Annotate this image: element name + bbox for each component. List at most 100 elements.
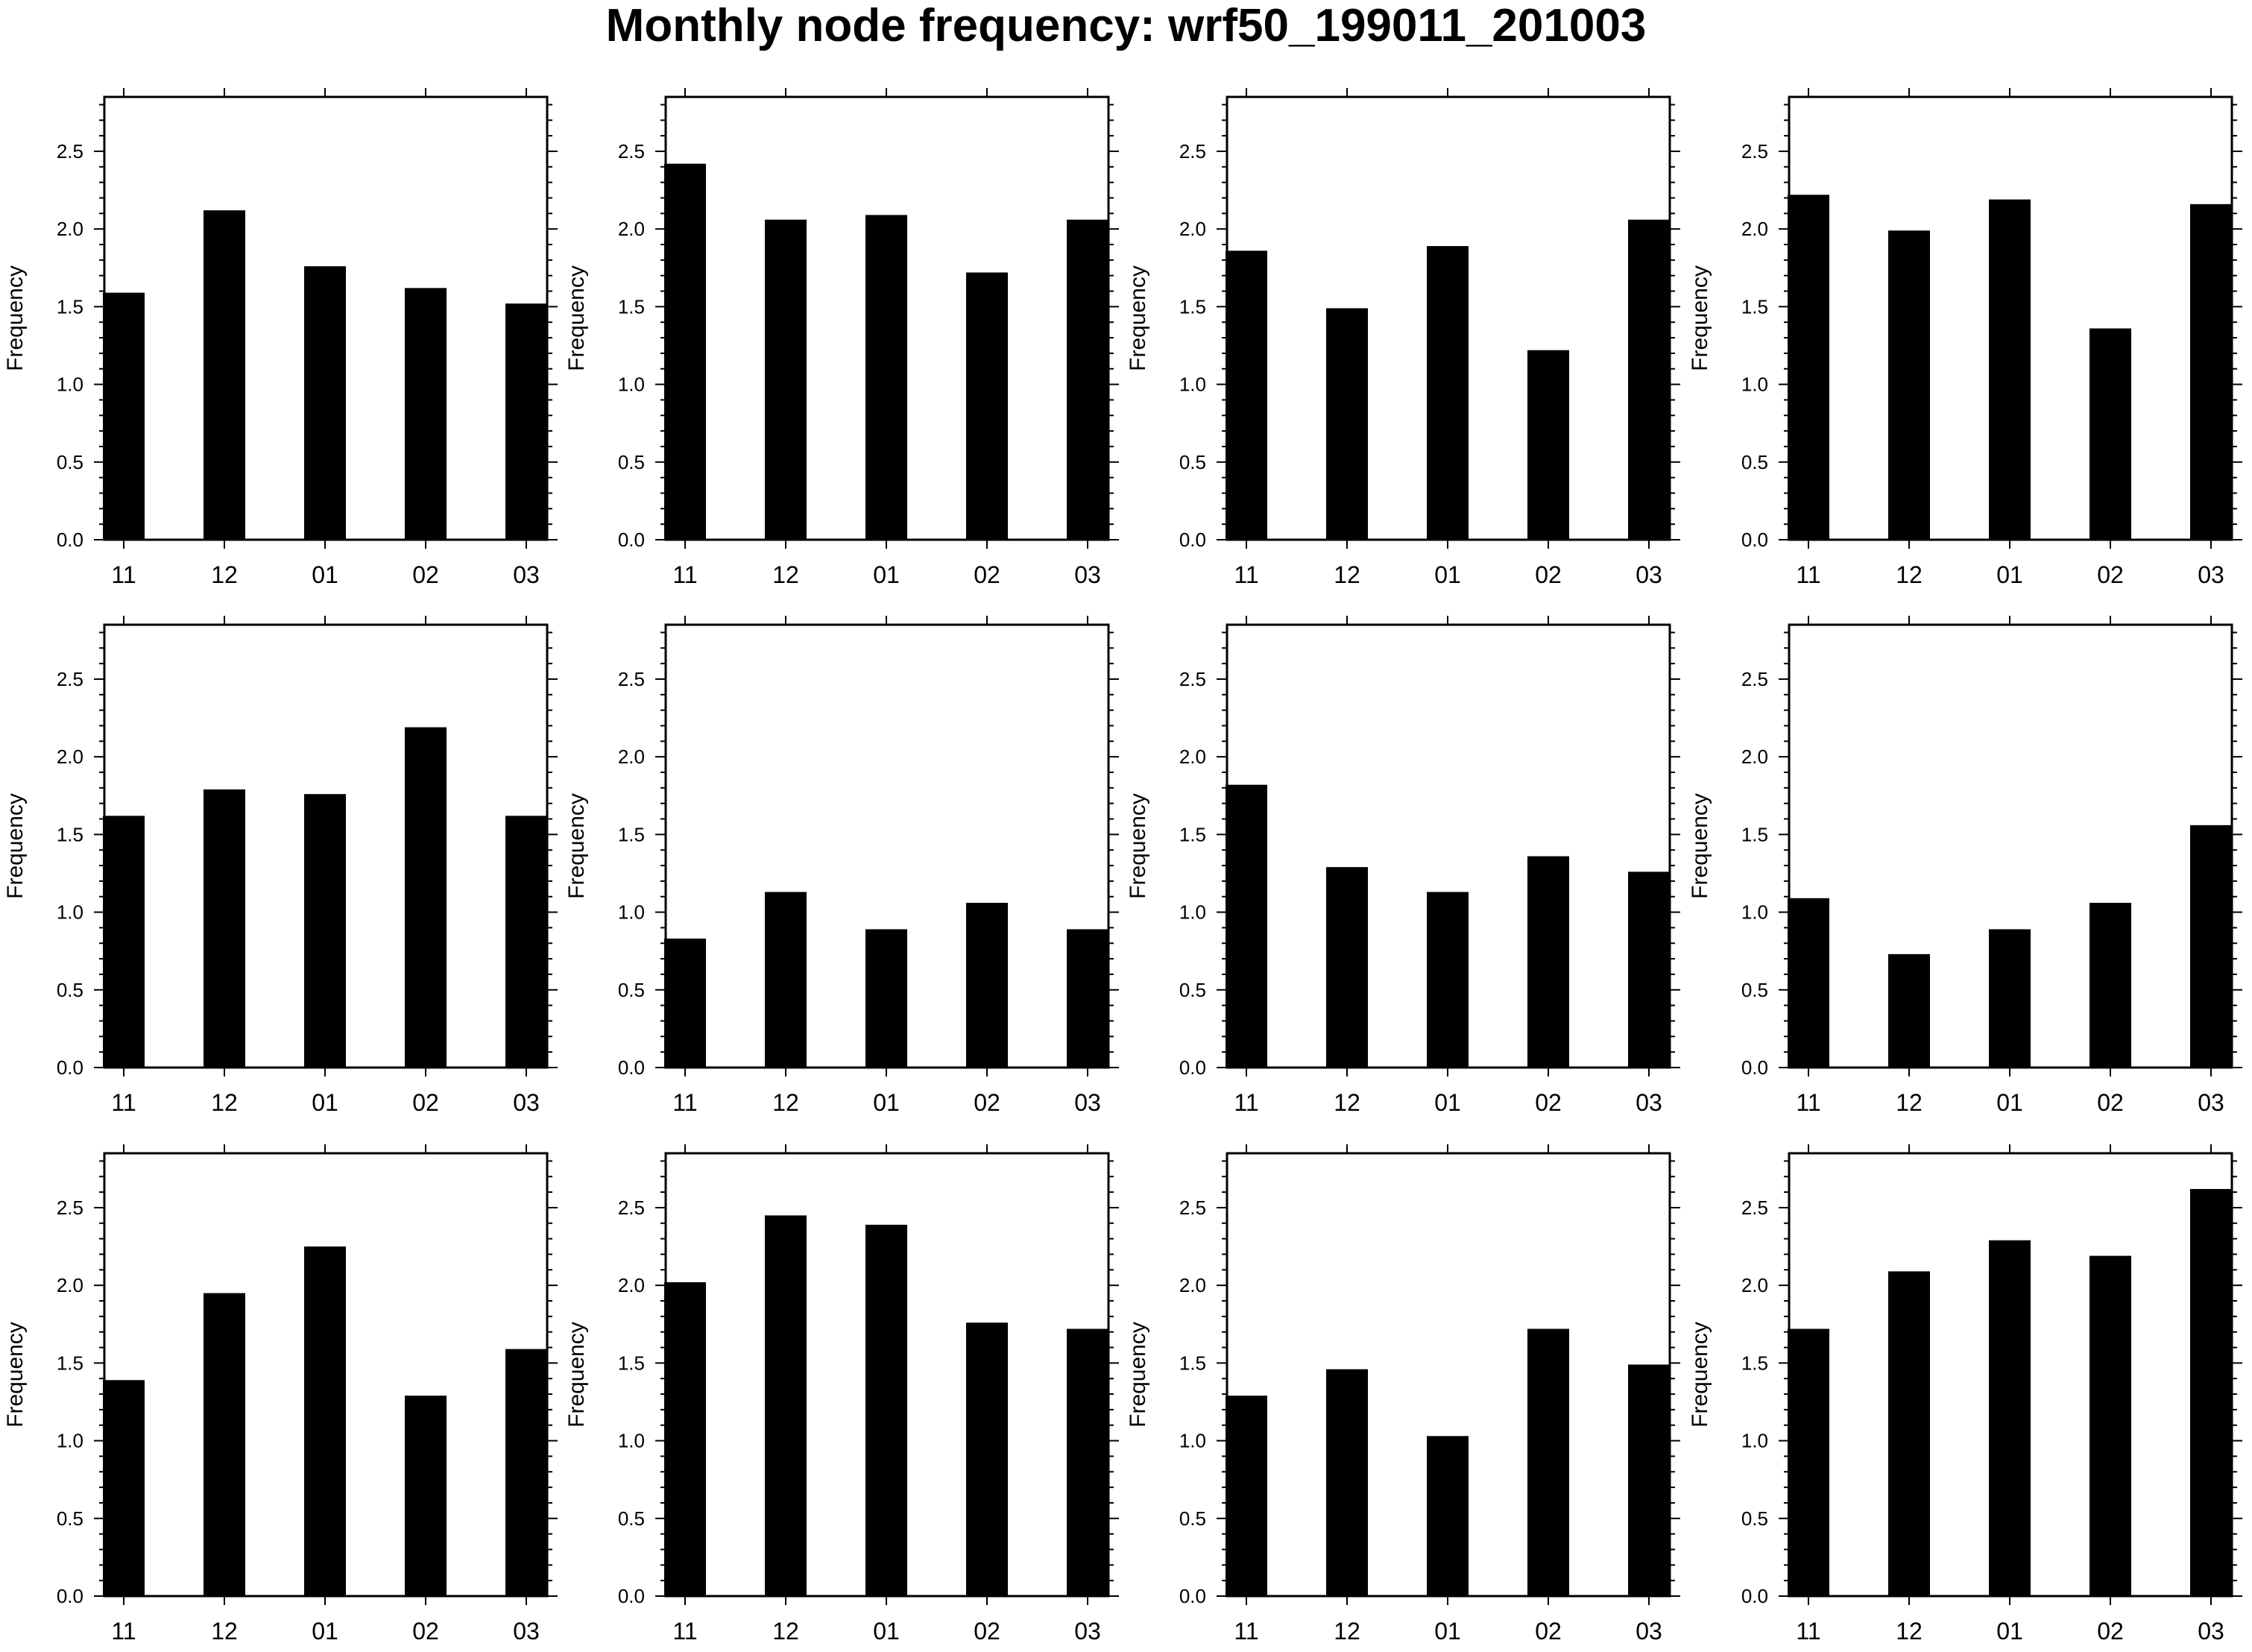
x-tick-label: 03 (1074, 561, 1101, 588)
y-tick-label: 0.5 (618, 979, 645, 1001)
x-tick-label: 01 (873, 561, 900, 588)
bar (1628, 1364, 1670, 1596)
y-axis-label: Frequency (1688, 793, 1712, 899)
y-tick-label: 0.5 (1179, 979, 1206, 1001)
bar (1067, 1328, 1108, 1596)
x-tick-label: 03 (513, 1618, 540, 1645)
bar (1527, 856, 1569, 1068)
y-tick-label: 2.0 (1741, 218, 1768, 240)
x-tick-label: 02 (2097, 561, 2124, 588)
x-tick-label: 02 (974, 1618, 1000, 1645)
x-tick-label: 02 (1535, 1618, 1562, 1645)
bar (966, 903, 1008, 1068)
x-tick-label: 11 (111, 1089, 136, 1116)
y-tick-label: 0.0 (1179, 1056, 1206, 1079)
y-tick-label: 2.0 (1179, 745, 1206, 768)
bar (1989, 1240, 2031, 1596)
x-tick-label: 01 (312, 1089, 338, 1116)
bar (2089, 1255, 2131, 1596)
bar (1226, 250, 1267, 540)
y-tick-label: 1.0 (618, 1430, 645, 1452)
bar (1226, 1396, 1267, 1596)
bar (304, 1246, 346, 1596)
y-tick-label: 2.5 (1179, 668, 1206, 690)
bar (664, 163, 706, 540)
y-tick-label: 2.0 (57, 745, 83, 768)
x-tick-label: 12 (772, 561, 799, 588)
x-tick-label: 12 (772, 1618, 799, 1645)
x-tick-label: 02 (1535, 561, 1562, 588)
x-tick-label: 11 (672, 1089, 697, 1116)
x-tick-label: 11 (672, 561, 697, 588)
figure-title: Monthly node frequency: wrf50_199011_201… (605, 0, 1647, 51)
y-axis-label: Frequency (1126, 265, 1150, 371)
y-tick-label: 1.5 (1741, 295, 1768, 318)
y-tick-label: 0.0 (1741, 1056, 1768, 1079)
x-tick-label: 12 (211, 1089, 238, 1116)
y-tick-label: 2.0 (1179, 1274, 1206, 1296)
x-tick-label: 01 (312, 561, 338, 588)
x-tick-label: 12 (211, 1618, 238, 1645)
x-tick-label: 02 (1535, 1089, 1562, 1116)
x-tick-label: 03 (513, 1089, 540, 1116)
y-tick-label: 1.0 (618, 373, 645, 396)
x-tick-label: 12 (211, 561, 238, 588)
bar (765, 219, 807, 540)
y-tick-label: 0.5 (1741, 979, 1768, 1001)
y-tick-label: 2.0 (1179, 218, 1206, 240)
x-tick-label: 11 (1796, 561, 1820, 588)
bar (1888, 230, 1930, 540)
y-tick-label: 1.0 (57, 901, 83, 924)
x-tick-label: 03 (513, 561, 540, 588)
y-axis-label: Frequency (564, 1322, 589, 1428)
x-tick-label: 11 (1234, 1089, 1258, 1116)
y-tick-label: 1.0 (1179, 373, 1206, 396)
y-tick-label: 1.0 (1179, 901, 1206, 924)
y-axis-label: Frequency (1688, 265, 1712, 371)
bar (2190, 204, 2232, 540)
y-tick-label: 1.5 (1741, 1352, 1768, 1374)
x-tick-label: 11 (111, 1618, 136, 1645)
y-tick-label: 1.5 (57, 295, 83, 318)
y-tick-label: 0.0 (57, 1056, 83, 1079)
bar (664, 1281, 706, 1596)
y-tick-label: 2.5 (1179, 140, 1206, 163)
bar (865, 215, 907, 540)
y-tick-label: 2.0 (1741, 745, 1768, 768)
bar (1067, 929, 1108, 1068)
bar (505, 816, 547, 1068)
x-tick-label: 12 (1896, 561, 1923, 588)
x-tick-label: 12 (1334, 1618, 1360, 1645)
bar (1788, 898, 1829, 1068)
y-axis-label: Frequency (564, 793, 589, 899)
bar (304, 266, 346, 540)
x-tick-label: 01 (1434, 561, 1461, 588)
bar (204, 210, 245, 540)
bar (2089, 328, 2131, 540)
y-tick-label: 2.0 (618, 218, 645, 240)
y-tick-label: 1.5 (57, 823, 83, 845)
bar (103, 292, 145, 540)
y-tick-label: 2.5 (618, 140, 645, 163)
x-tick-label: 02 (412, 561, 439, 588)
bar (103, 1380, 145, 1596)
bar (1527, 1328, 1569, 1596)
y-tick-label: 0.0 (1741, 1585, 1768, 1607)
bar (765, 1215, 807, 1596)
y-tick-label: 1.0 (1741, 901, 1768, 924)
y-tick-label: 1.5 (1179, 295, 1206, 318)
y-tick-label: 0.5 (1741, 451, 1768, 473)
x-tick-label: 03 (1074, 1618, 1101, 1645)
y-tick-label: 0.5 (618, 1507, 645, 1530)
y-tick-label: 2.5 (57, 668, 83, 690)
y-tick-label: 2.0 (57, 218, 83, 240)
bar (865, 929, 907, 1068)
x-tick-label: 03 (2198, 1618, 2224, 1645)
bar (505, 1349, 547, 1596)
x-tick-label: 02 (974, 561, 1000, 588)
y-tick-label: 0.5 (57, 979, 83, 1001)
x-tick-label: 12 (1334, 561, 1360, 588)
x-tick-label: 12 (1334, 1089, 1360, 1116)
y-tick-label: 2.5 (57, 1197, 83, 1219)
